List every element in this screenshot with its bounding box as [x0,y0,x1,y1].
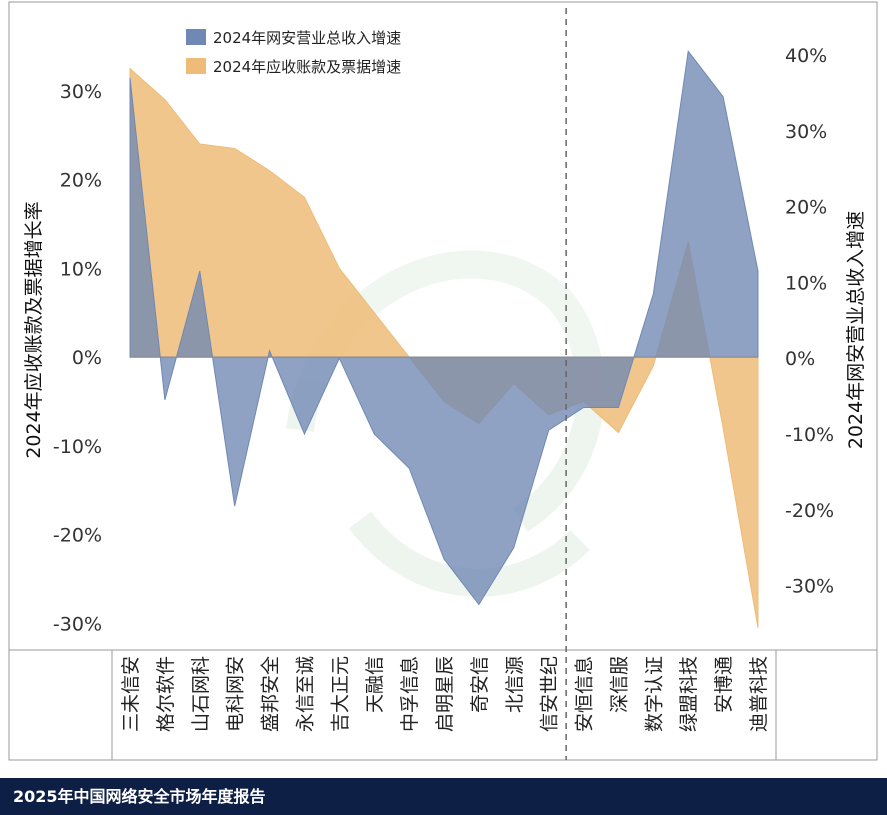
category-label: 深信服 [608,656,630,713]
right-tick-label: 0% [785,348,815,370]
category-label: 中孚信息 [399,656,421,732]
left-axis-ticks: 30% 20% 10% 0% -10% -20% -30% [53,81,102,636]
category-label: 永信至诚 [294,656,316,732]
category-label: 盛邦安全 [260,656,282,732]
category-label: 安博通 [713,656,735,713]
category-label: 启明星辰 [434,656,456,732]
left-tick-label: -20% [53,525,102,547]
category-label: 天融信 [364,656,386,713]
footer-bar: 2025年中国网络安全市场年度报告 [0,778,887,815]
right-tick-label: -20% [785,500,834,522]
right-axis-ticks: 40% 30% 20% 10% 0% -10% -20% -30% [785,45,834,598]
right-tick-label: 40% [785,45,827,67]
right-tick-label: 10% [785,272,827,294]
legend-label-revenue: 2024年网安营业总收入增速 [213,29,401,47]
category-label: 信安世纪 [539,656,561,732]
legend-swatch-receivables [186,58,206,74]
left-tick-label: 20% [60,170,102,192]
area-revenue-growth [129,50,759,606]
left-tick-label: 10% [60,258,102,280]
left-tick-label: -30% [53,613,102,635]
right-axis-title: 2024年网安营业总收入增速 [845,211,867,449]
chart: 30% 20% 10% 0% -10% -20% -30% 40% 30% 20% 10% 0% -1… [8,1,878,761]
left-tick-label: -10% [53,436,102,458]
category-label: 吉大正元 [329,656,351,732]
right-tick-label: -10% [785,424,834,446]
category-label: 安恒信息 [574,656,596,732]
category-label: 奇安信 [469,656,491,713]
right-tick-label: 30% [785,121,827,143]
category-label: 北信源 [504,656,526,713]
series-areas [129,50,759,628]
category-label: 迪普科技 [748,656,770,732]
category-label: 数字认证 [643,656,665,732]
category-label: 电科网安 [225,656,247,732]
category-label: 山石网科 [190,656,212,732]
right-tick-label: -30% [785,576,834,598]
right-tick-label: 20% [785,197,827,219]
category-label: 格尔软件 [155,656,177,732]
legend: 2024年网安营业总收入增速 2024年应收账款及票据增速 [186,29,401,76]
category-label: 三未信安 [120,656,142,732]
chart-frame [8,1,878,761]
legend-label-receivables: 2024年应收账款及票据增速 [213,58,401,76]
left-tick-label: 0% [72,347,102,369]
left-axis-title: 2024年应收账款及票据增长率 [23,201,45,458]
legend-swatch-revenue [186,29,206,45]
category-label: 绿盟科技 [678,656,700,732]
category-labels: 三未信安 格尔软件 山石网科 电科网安 盛邦安全 永信至诚 吉大正元 天融信 中孚信息 启明星辰奇… [120,656,770,732]
left-tick-label: 30% [60,81,102,103]
